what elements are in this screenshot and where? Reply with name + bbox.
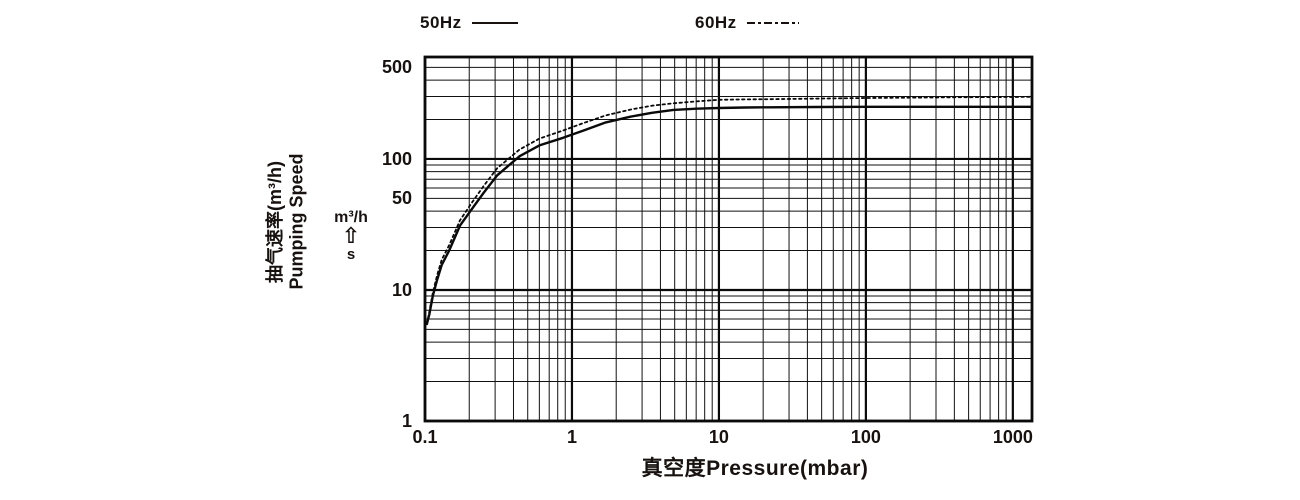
- y-tick-label: 500: [381, 57, 412, 78]
- curve-60hz: [426, 95, 1033, 325]
- unit-numerator: m³/h: [334, 209, 368, 226]
- y-axis-title-cn: 抽气速率(m³/h): [265, 161, 285, 283]
- x-tick-label: 1000: [992, 427, 1033, 447]
- y-tick-label: 1: [401, 411, 412, 431]
- legend-item-50hz: 50Hz: [420, 13, 518, 33]
- plot-border: [423, 55, 1034, 423]
- x-axis-title: 真空度Pressure(mbar): [641, 457, 869, 480]
- curve-50hz: [425, 105, 1034, 326]
- legend-item-60hz: 60Hz: [695, 13, 799, 33]
- unit-denominator: s: [346, 245, 356, 263]
- x-tick-label: 0.1: [412, 427, 438, 447]
- y-axis-unit-note: m³/h ⇧ s: [328, 209, 374, 263]
- y-tick-label: 50: [391, 188, 412, 209]
- y-tick-label: 100: [381, 148, 412, 169]
- x-tick-label: 100: [850, 427, 881, 447]
- dashed-line-sample: [746, 22, 799, 24]
- y-tick-label: 10: [391, 279, 412, 300]
- x-tick-label: 1: [566, 427, 577, 447]
- y-axis-title-en: Pumping Speed: [286, 153, 307, 290]
- up-arrow-icon: ⇧: [341, 223, 361, 249]
- solid-line-sample: [471, 22, 518, 24]
- x-tick-label: 10: [708, 427, 729, 447]
- legend-label-50hz: 50Hz: [420, 13, 462, 32]
- legend-label-60hz: 60Hz: [695, 13, 737, 32]
